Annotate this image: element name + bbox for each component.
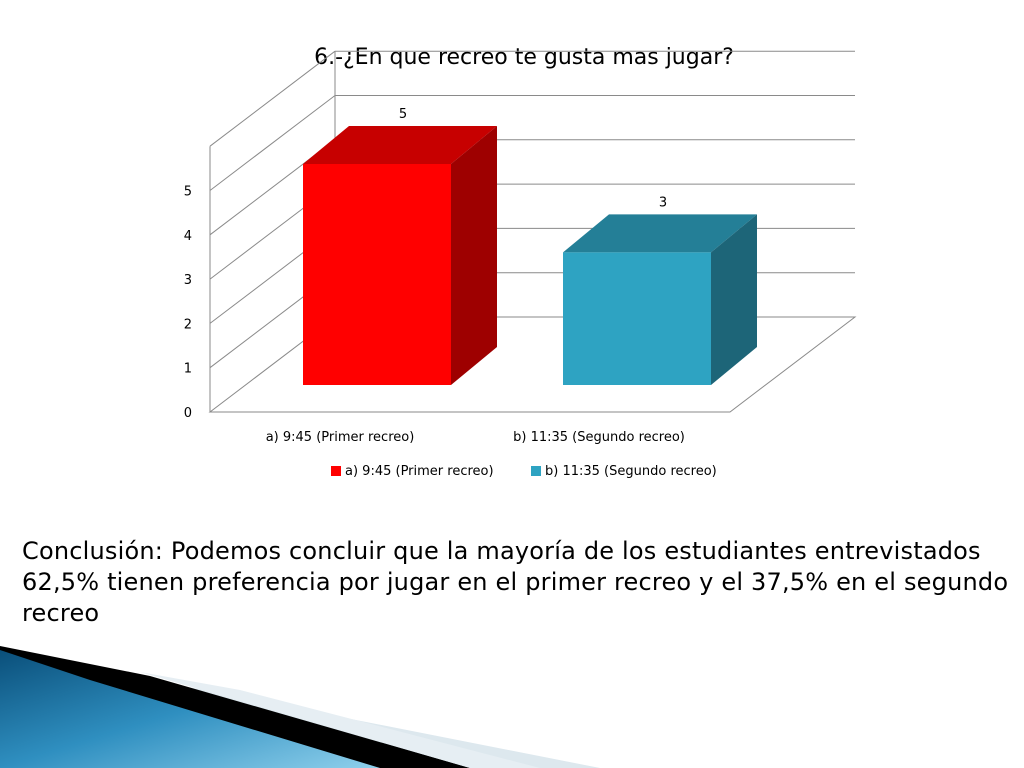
x-category-label: a) 9:45 (Primer recreo) bbox=[266, 430, 415, 445]
chart-title: 6.-¿En que recreo te gusta mas jugar? bbox=[314, 45, 734, 70]
y-tick-label: 0 bbox=[184, 406, 192, 421]
data-label: 3 bbox=[659, 195, 667, 210]
gridline-side bbox=[209, 95, 336, 191]
legend-swatch bbox=[331, 466, 341, 476]
legend-label: b) 11:35 (Segundo recreo) bbox=[545, 464, 717, 479]
bar-top-face bbox=[563, 214, 757, 253]
conclusion-text: Conclusión: Podemos concluir que la mayo… bbox=[22, 537, 1009, 627]
y-tick-label: 4 bbox=[184, 229, 192, 244]
legend-label: a) 9:45 (Primer recreo) bbox=[345, 464, 494, 479]
y-tick-label: 5 bbox=[184, 185, 192, 200]
y-tick-label: 1 bbox=[184, 362, 192, 377]
bar bbox=[563, 252, 711, 385]
gridline-side bbox=[209, 50, 336, 147]
bar-top-face bbox=[303, 126, 497, 164]
bar bbox=[303, 164, 451, 385]
bar-chart: 6.-¿En que recreo te gusta mas jugar? 0 1… bbox=[184, 45, 857, 479]
bar-side-face bbox=[711, 214, 757, 385]
chart-floor bbox=[208, 316, 857, 413]
y-tick-label: 2 bbox=[184, 317, 192, 332]
bar-side-face bbox=[451, 126, 497, 385]
data-label: 5 bbox=[399, 107, 407, 122]
y-tick-label: 3 bbox=[184, 273, 192, 288]
legend-swatch bbox=[531, 466, 541, 476]
x-category-label: b) 11:35 (Segundo recreo) bbox=[513, 430, 685, 445]
